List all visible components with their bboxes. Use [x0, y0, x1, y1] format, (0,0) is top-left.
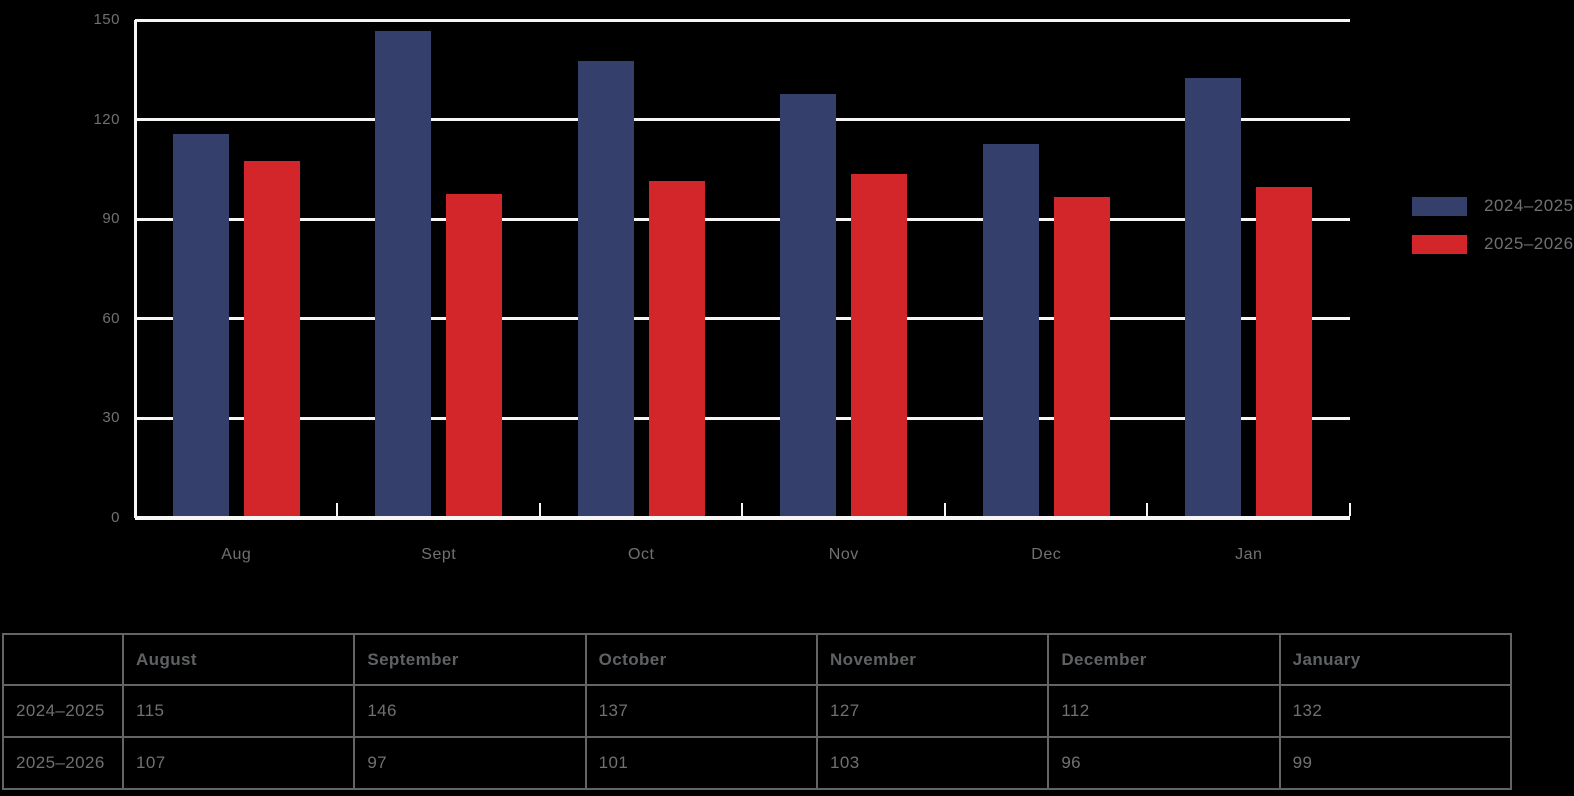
- bar-2025-2026-sept: [446, 193, 502, 516]
- bar-2025-2026-oct: [648, 180, 705, 516]
- x-axis-tick: [538, 503, 541, 516]
- bar-2025-2026-aug: [243, 160, 300, 516]
- y-tick-label-30: 30: [102, 409, 120, 427]
- legend-item-2024-2025: 2024–2025: [1412, 196, 1574, 216]
- table-header-august: August: [121, 633, 356, 686]
- table-row-label-2025-2026: 2025–2026: [2, 736, 124, 790]
- x-category-label-oct: Oct: [628, 546, 655, 563]
- table-row-label-2024-2025: 2024–2025: [2, 684, 124, 738]
- table-cell-2024-2025-december: 112: [1047, 684, 1281, 738]
- table-header-november: November: [815, 633, 1050, 686]
- x-category-label-jan: Jan: [1235, 546, 1263, 563]
- table-cell-2025-2026-october: 101: [584, 736, 818, 790]
- bar-2024-2025-aug: [172, 134, 229, 516]
- plot-area: [134, 18, 1351, 520]
- y-tick-label-90: 90: [102, 210, 120, 228]
- bar-2024-2025-dec: [982, 144, 1039, 516]
- legend-label-2024-2025: 2024–2025: [1484, 196, 1574, 215]
- table-row-2024-2025: 2024–2025 115 146 137 127 112 132: [2, 684, 1513, 738]
- gridline-30: [135, 416, 1350, 420]
- y-axis-line: [134, 20, 137, 518]
- table-cell-2025-2026-january: 99: [1278, 736, 1513, 790]
- x-category-label-dec: Dec: [1031, 546, 1062, 563]
- gridline-90: [135, 217, 1350, 221]
- table-corner-cell: [2, 633, 124, 686]
- x-axis-tick: [1146, 503, 1148, 516]
- bar-2025-2026-jan: [1256, 187, 1312, 516]
- x-category-label-aug: Aug: [221, 546, 252, 563]
- table-cell-2025-2026-august: 107: [121, 736, 356, 790]
- table-cell-2025-2026-november: 103: [815, 736, 1050, 790]
- y-tick-label-150: 150: [93, 11, 120, 28]
- legend-swatch-2025-2026: [1412, 234, 1467, 254]
- table-header-row: August September October November December Ja…: [2, 633, 1513, 686]
- x-axis-tick: [1348, 503, 1351, 516]
- table-cell-2025-2026-december: 96: [1047, 736, 1281, 790]
- bar-2025-2026-nov: [851, 174, 907, 516]
- table-body: 2024–2025 115 146 137 127 112 132 2025–2026 107 9…: [2, 684, 1513, 790]
- x-category-label-nov: Nov: [828, 546, 859, 563]
- table-cell-2024-2025-november: 127: [815, 684, 1050, 738]
- table-cell-2024-2025-october: 137: [584, 684, 818, 738]
- x-category-label-sept: Sept: [421, 546, 457, 563]
- y-tick-label-120: 120: [93, 110, 120, 128]
- table-header-december: December: [1047, 633, 1281, 686]
- table-row-2025-2026: 2025–2026 107 97 101 103 96 99: [2, 736, 1513, 790]
- x-axis-tick: [741, 503, 743, 516]
- gridline-60: [135, 317, 1350, 321]
- table-cell-2024-2025-august: 115: [121, 684, 356, 738]
- bar-2025-2026-dec: [1053, 197, 1110, 516]
- table-cell-2025-2026-september: 97: [353, 736, 587, 790]
- x-axis-tick: [943, 503, 946, 516]
- table-header-october: October: [584, 633, 818, 686]
- bar-chart: 0 30 60 90 120 150 Aug Sept Oct Nov Dec Jan 2024–2…: [93, 11, 1574, 563]
- legend-swatch-2024-2025: [1412, 196, 1467, 216]
- table-cell-2024-2025-january: 132: [1278, 684, 1513, 738]
- bar-2024-2025-jan: [1185, 77, 1241, 516]
- gridline-120: [135, 118, 1350, 122]
- table-header-september: September: [353, 633, 587, 686]
- bar-2024-2025-oct: [577, 61, 634, 516]
- chart-data-table: August September October November December Ja…: [2, 633, 1513, 790]
- gridline-0: [135, 516, 1350, 520]
- y-tick-label-0: 0: [111, 509, 120, 526]
- table-header-january: January: [1278, 633, 1513, 686]
- legend-label-2025-2026: 2025–2026: [1484, 234, 1574, 253]
- x-axis-tick: [336, 503, 338, 516]
- bar-2024-2025-nov: [780, 94, 836, 516]
- y-tick-label-60: 60: [102, 309, 120, 327]
- bar-2024-2025-sept: [375, 31, 431, 516]
- table-cell-2024-2025-september: 146: [353, 684, 587, 738]
- gridline-150: [135, 18, 1350, 22]
- table-header-row: August September October November December Ja…: [2, 633, 1513, 686]
- chart-legend: 2024–2025 2025–2026: [1412, 196, 1574, 272]
- legend-item-2025-2026: 2025–2026: [1412, 234, 1574, 254]
